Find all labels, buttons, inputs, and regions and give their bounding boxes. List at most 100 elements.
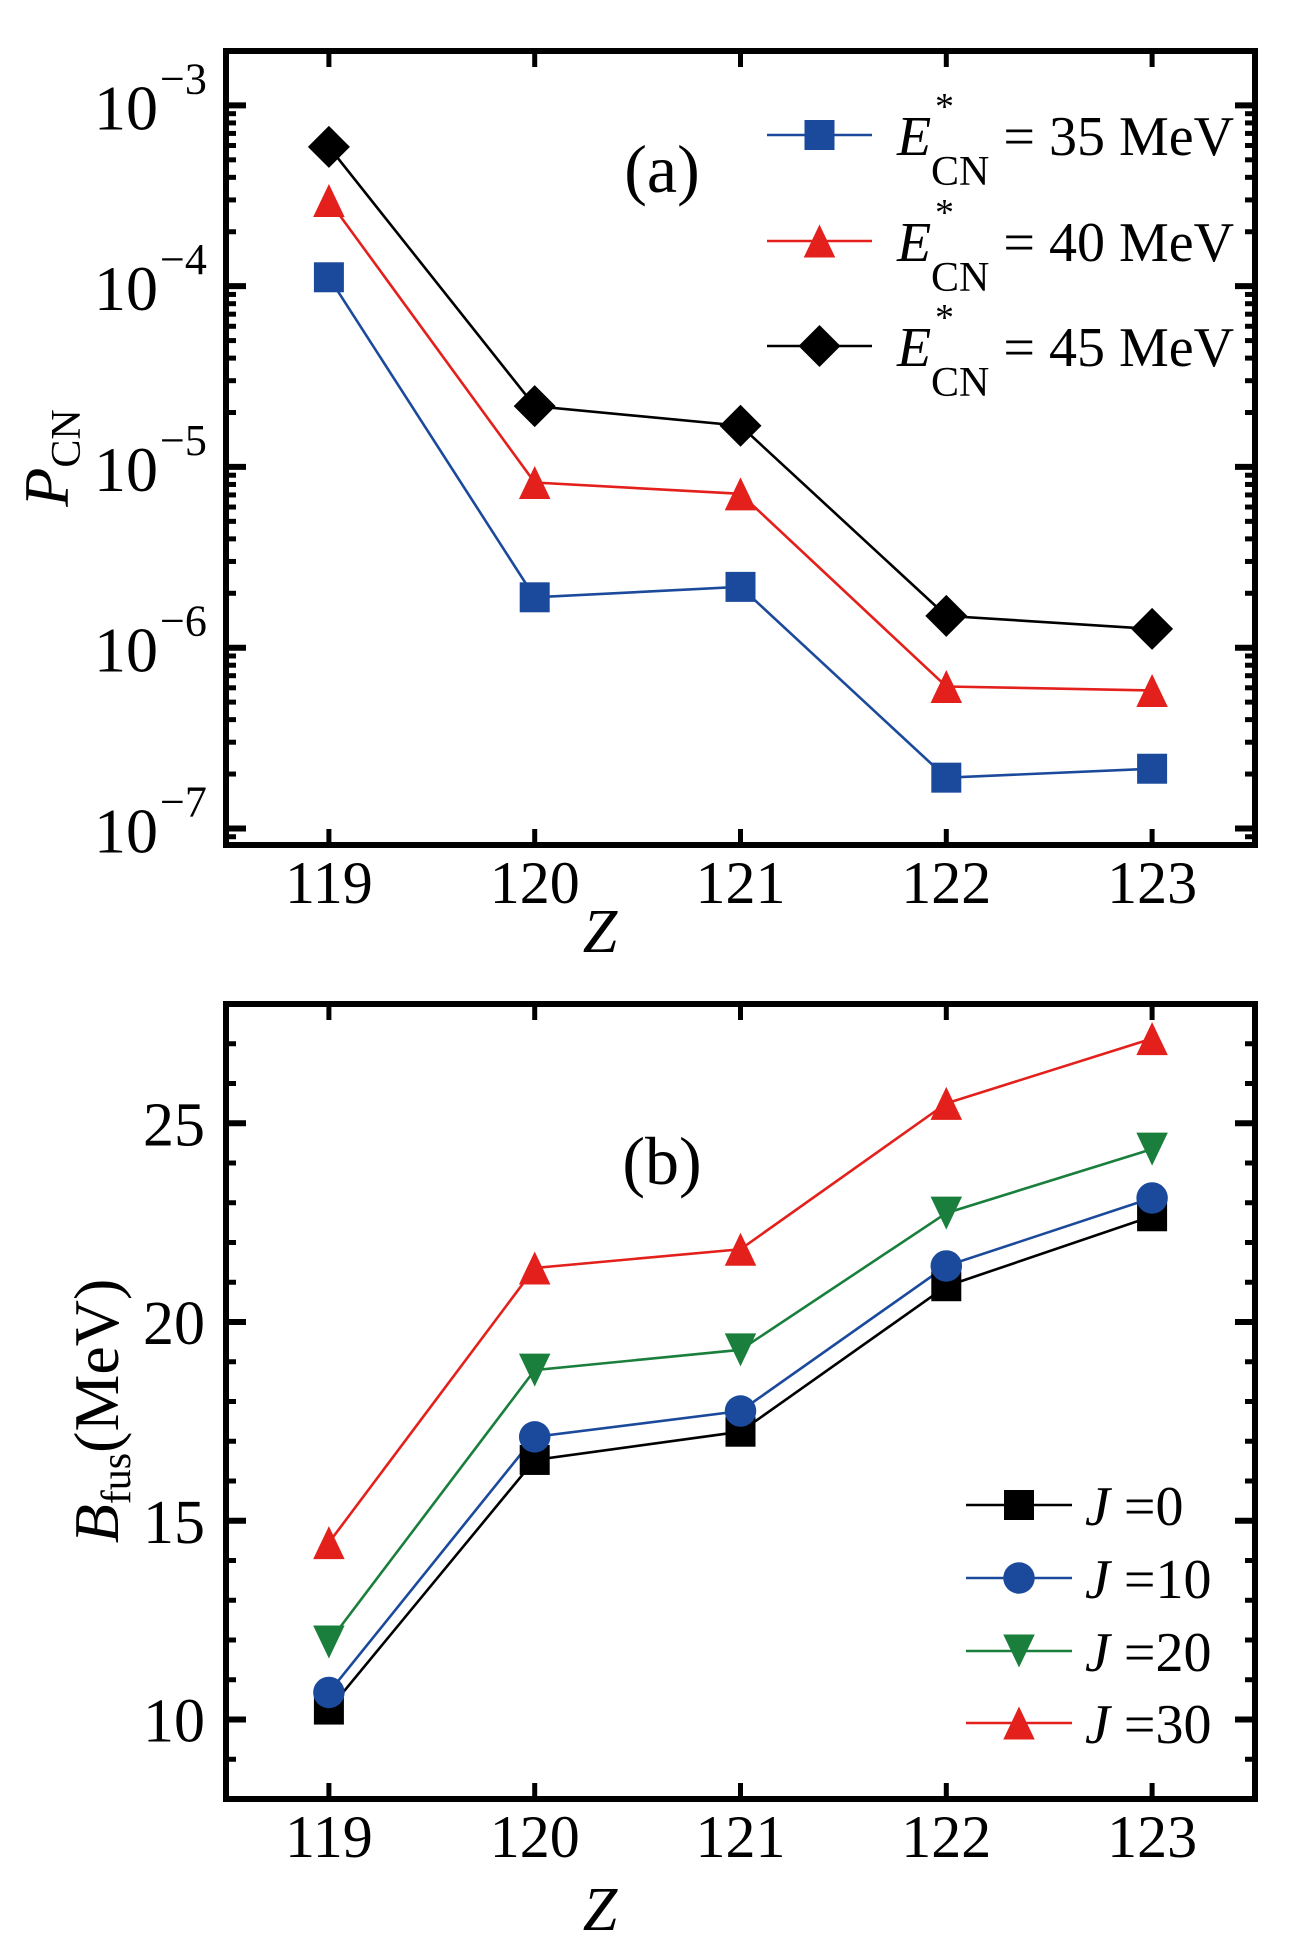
legend-label-main: J <box>1085 1476 1113 1538</box>
data-point-square <box>313 262 344 293</box>
legend-label-main: E <box>896 106 931 168</box>
panel-b-label: (b) <box>622 1123 701 1199</box>
x-tick-label: 119 <box>285 1804 373 1870</box>
y-tick-label-exponent: −7 <box>160 777 207 826</box>
legend-item: J =10 <box>966 1549 1211 1611</box>
data-point-triangle-up <box>930 1086 963 1120</box>
x-tick-label: 123 <box>1107 850 1197 916</box>
legend-marker-triangle-up <box>1003 1706 1035 1740</box>
data-point-triangle-down <box>930 1196 963 1230</box>
data-point-circle <box>1136 1182 1168 1214</box>
legend-label-sup: * <box>935 297 954 339</box>
panel-a-markers <box>307 125 1174 793</box>
panel-a-y-axis-label: PCN <box>11 409 90 507</box>
y-tick-label-exponent: −4 <box>160 235 207 284</box>
svg-text:PCN: PCN <box>11 409 90 507</box>
panel-b-series-lines <box>327 1037 1153 1711</box>
data-point-triangle-up <box>313 1526 345 1560</box>
x-tick-label: 122 <box>901 850 991 916</box>
y-tick-label: 10−5 <box>94 416 207 505</box>
data-point-diamond <box>925 594 968 637</box>
panel-b-y-axis-label-unit: (MeV) <box>61 1279 132 1453</box>
panel-b-y-axis-label-main: B <box>61 1504 132 1543</box>
legend-marker-triangle-up <box>803 224 836 258</box>
y-tick-label-exponent: −6 <box>160 597 207 646</box>
y-tick-label: 25 <box>143 1091 205 1159</box>
panel-a-frame <box>223 48 1258 848</box>
panel-b-x-axis-label: Z <box>583 1876 618 1937</box>
data-point-triangle-up <box>313 183 345 217</box>
y-tick-label: 10−4 <box>94 235 207 324</box>
legend-label-main: J <box>1085 1549 1113 1611</box>
legend-label-sub: CN <box>931 149 989 195</box>
legend-item: E* CN = 35 MeV <box>767 86 1234 195</box>
data-point-diamond <box>307 125 350 168</box>
y-tick-label-base: 10 <box>94 253 158 324</box>
data-point-triangle-up <box>1136 673 1168 707</box>
data-point-square <box>519 582 550 613</box>
panel-b-markers <box>313 1022 1168 1725</box>
panel-a-pcn-vs-z: 10−310−410−510−610−7 119 120 121 122 123 (a)… <box>11 48 1258 966</box>
panel-b-x-tick-labels: 119 120 121 122 123 <box>285 1804 1197 1870</box>
panel-a-y-axis-label-main: P <box>11 468 82 508</box>
data-point-diamond <box>513 385 556 428</box>
legend-item: J =30 <box>966 1694 1211 1756</box>
panel-a-x-tick-labels: 119 120 121 122 123 <box>285 850 1197 916</box>
data-point-circle <box>518 1421 551 1453</box>
legend-marker-circle <box>1003 1562 1035 1594</box>
x-tick-label: 120 <box>490 1804 580 1870</box>
panel-a-y-axis-label-sub: CN <box>44 409 90 467</box>
data-point-circle <box>724 1395 757 1427</box>
legend-label-sup: * <box>935 192 954 234</box>
y-tick-label-exponent: −5 <box>160 416 207 465</box>
legend-label-sup: * <box>935 86 954 128</box>
panel-a-ticks <box>226 48 1255 845</box>
panel-b-bfus-vs-z: 10 15 20 25 119 120 121 122 123 (b) Z Bfus(MeV)… <box>61 1001 1258 1937</box>
y-tick-label: 10−6 <box>94 597 207 686</box>
y-tick-label: 20 <box>143 1290 205 1358</box>
data-point-triangle-up <box>724 1232 757 1266</box>
legend-label-sub: CN <box>931 360 989 406</box>
legend-label: J =10 <box>1085 1549 1211 1611</box>
data-point-triangle-down <box>518 1353 551 1387</box>
legend-label-value: = 40 MeV <box>989 212 1234 274</box>
panel-b-y-tick-labels: 10 15 20 25 <box>143 1091 205 1755</box>
x-tick-label: 122 <box>901 1804 991 1870</box>
legend-label-value: =20 <box>1110 1622 1212 1684</box>
panel-b-frame <box>223 1001 1258 1802</box>
panel-b-legend: J =0J =10J =20J =30 <box>966 1476 1211 1756</box>
panel-b-y-axis-label: Bfus(MeV) <box>61 1279 140 1544</box>
legend-marker-diamond <box>798 325 841 367</box>
panel-a-x-axis-label: Z <box>583 898 618 966</box>
legend-item: J =0 <box>966 1476 1183 1538</box>
data-point-triangle-down <box>313 1625 345 1659</box>
x-tick-label: 121 <box>696 1804 786 1870</box>
panel-a-y-tick-labels: 10−310−410−510−610−7 <box>94 54 207 866</box>
y-tick-label-exponent: −3 <box>160 54 207 103</box>
legend-label-value: =10 <box>1110 1549 1212 1611</box>
data-point-square <box>931 762 962 793</box>
data-point-triangle-down <box>724 1333 757 1367</box>
x-tick-label: 123 <box>1107 1804 1197 1870</box>
panel-b-y-axis-label-sub: fus <box>94 1453 140 1504</box>
data-point-triangle-up <box>930 670 963 704</box>
y-tick-label-base: 10 <box>94 434 158 505</box>
y-tick-label: 10−3 <box>94 54 207 143</box>
y-tick-label-base: 10 <box>94 72 158 143</box>
data-point-triangle-up <box>1136 1022 1168 1056</box>
data-point-triangle-down <box>1136 1132 1168 1166</box>
x-tick-label: 119 <box>285 850 373 916</box>
data-point-triangle-up <box>518 1251 551 1285</box>
legend-label-main: E <box>896 212 931 274</box>
y-tick-label: 15 <box>143 1489 205 1557</box>
legend-label-main: E <box>896 317 931 379</box>
data-point-square <box>1137 753 1168 784</box>
data-point-circle <box>930 1250 963 1282</box>
panel-a-label: (a) <box>624 131 699 207</box>
data-point-circle <box>313 1676 345 1709</box>
legend-marker-triangle-down <box>1003 1634 1035 1668</box>
legend-label-main: J <box>1085 1694 1113 1756</box>
data-point-triangle-up <box>724 477 757 511</box>
